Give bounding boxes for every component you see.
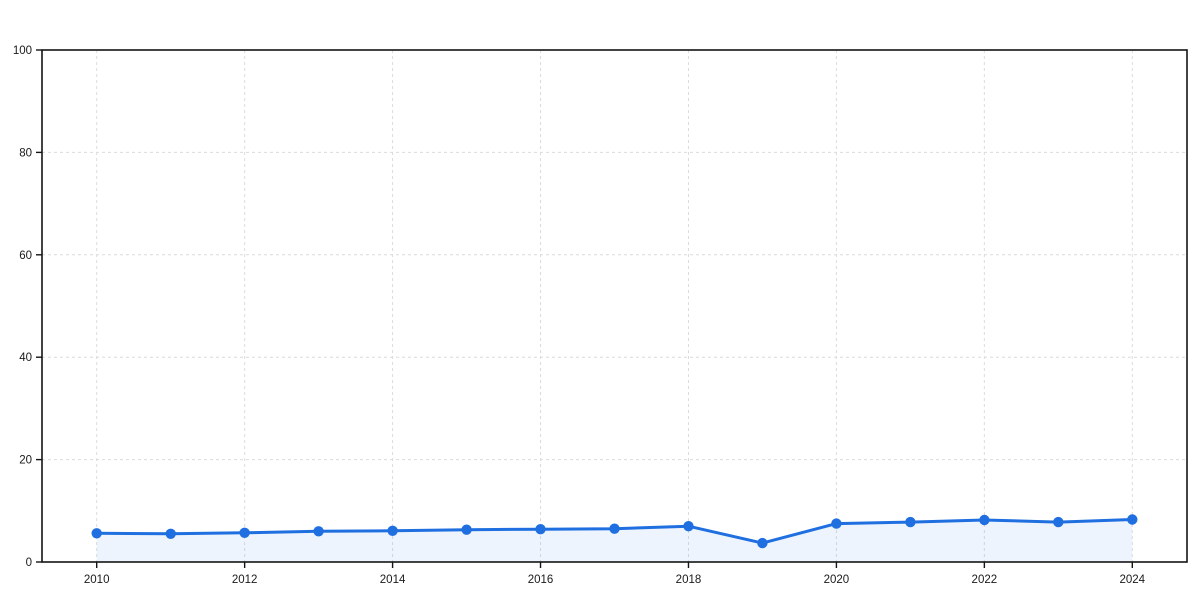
y-axis-tick-labels: 0 20 40 60 80 100 <box>13 45 32 569</box>
data-point-marker <box>905 516 916 528</box>
series-markers <box>91 514 1138 549</box>
data-point-marker <box>831 518 842 529</box>
data-point-marker <box>313 526 324 537</box>
x-tick-label: 2014 <box>380 574 406 586</box>
data-point-marker <box>91 528 102 539</box>
y-tick-label: 100 <box>13 45 32 57</box>
series-area-fill <box>96 519 1133 562</box>
x-tick-label: 2010 <box>84 574 110 586</box>
x-tick-label: 2020 <box>824 574 850 586</box>
x-tick-label: 2024 <box>1120 574 1146 586</box>
tick-marks <box>36 49 1134 568</box>
data-point-marker <box>609 523 620 534</box>
y-tick-label: 20 <box>19 455 32 467</box>
data-point-marker <box>535 524 546 535</box>
y-tick-label: 40 <box>19 352 32 364</box>
y-tick-label: 0 <box>26 557 32 569</box>
data-point-marker <box>165 528 176 539</box>
data-point-marker <box>387 525 398 536</box>
x-tick-label: 2022 <box>972 574 998 586</box>
plot-border <box>41 49 1188 563</box>
data-point-marker <box>1127 514 1138 525</box>
y-tick-label: 60 <box>19 250 32 262</box>
data-point-marker <box>683 521 694 532</box>
data-point-marker <box>757 537 768 549</box>
x-axis-tick-labels: 2010 2012 2014 2016 2018 2020 2022 2024 <box>84 574 1146 586</box>
y-tick-label: 80 <box>19 147 32 159</box>
data-point-marker <box>979 514 990 526</box>
x-tick-label: 2016 <box>528 574 554 586</box>
x-tick-label: 2012 <box>232 574 258 586</box>
x-tick-label: 2018 <box>676 574 702 586</box>
data-point-marker <box>1053 516 1064 528</box>
data-point-marker <box>239 527 250 538</box>
data-point-marker <box>461 524 472 535</box>
